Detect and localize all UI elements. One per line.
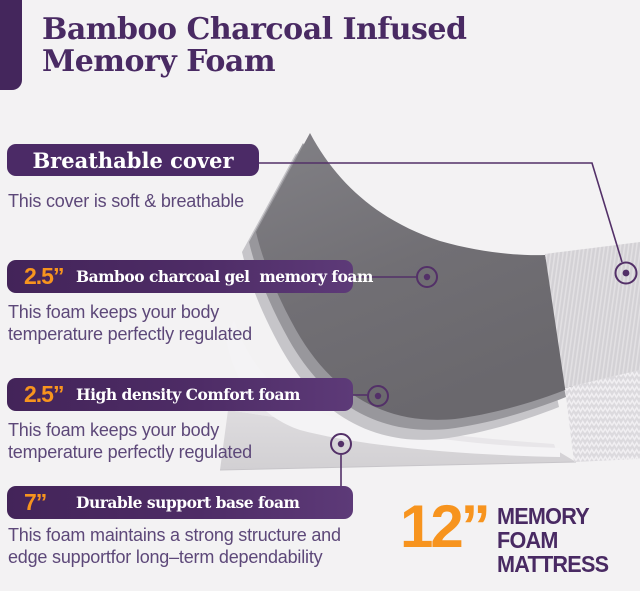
memory-foam-description: This foam keeps your body temperature pe…	[8, 302, 252, 345]
layer-bar-comfort-foam: 2.5” High density Comfort foam	[7, 378, 353, 411]
cover-description: This cover is soft & breathable	[8, 191, 244, 211]
cover-leader-line	[259, 162, 623, 263]
page-title: Bamboo Charcoal Infused Memory Foam	[42, 12, 467, 80]
comfort-foam-shape	[226, 320, 560, 457]
layer-bar-memory-foam: 2.5” Bamboo charcoal gel memory foam	[7, 260, 373, 293]
point-markers	[330, 261, 638, 455]
memory-foam-marker	[416, 266, 438, 288]
layer-label-memory-foam: Bamboo charcoal gel memory foam	[76, 267, 373, 286]
layer-size-base-foam: 7”	[24, 489, 47, 515]
layer-label-comfort-foam: High density Comfort foam	[76, 385, 300, 404]
corner-accent	[0, 0, 22, 90]
cover-label-text: Breathable cover	[32, 147, 234, 173]
product-name: MEMORY FOAM MATTRESS	[497, 503, 609, 577]
layer-label-base-foam: Durable support base foam	[76, 493, 300, 512]
cover-label-box: Breathable cover	[7, 144, 259, 176]
cover-marker	[614, 261, 638, 285]
comfort-foam-marker	[367, 385, 389, 407]
comfort-foam-description: This foam keeps your body temperature pe…	[8, 420, 252, 463]
total-height-badge: 12”	[400, 493, 491, 560]
layer-size-memory-foam: 2.5”	[24, 263, 64, 289]
base-foam-description: This foam maintains a strong structure a…	[8, 525, 341, 568]
layer-bar-base-foam: 7” Durable support base foam	[7, 486, 353, 519]
layer-size-comfort-foam: 2.5”	[24, 381, 64, 407]
base-foam-marker	[330, 433, 352, 455]
leader-lines	[259, 162, 623, 486]
